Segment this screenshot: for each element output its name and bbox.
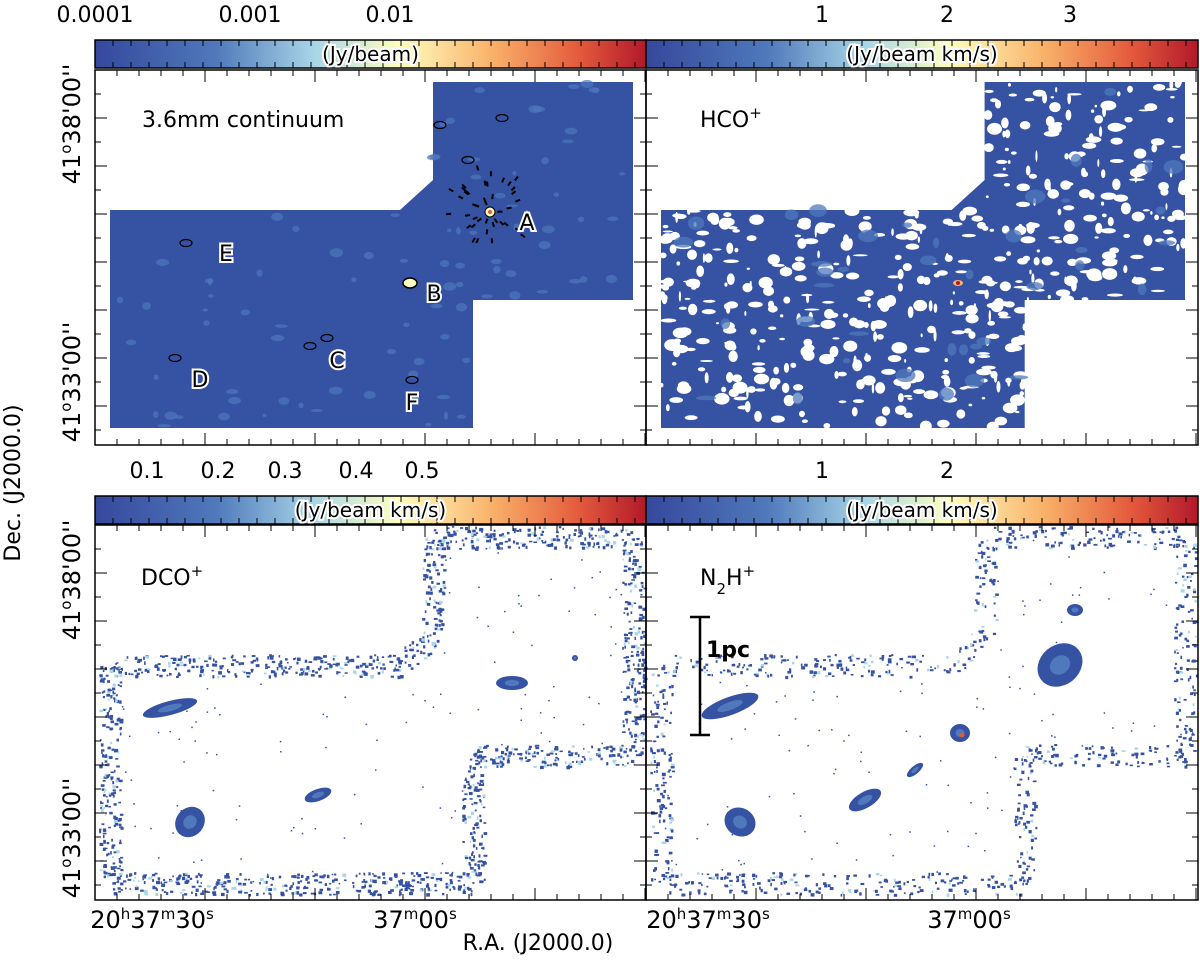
colorbar-title: (Jy/beam km/s) xyxy=(846,498,997,522)
colorbar-tick-label: 0.4 xyxy=(339,459,374,484)
source-label-f: F xyxy=(406,391,419,416)
x-axis-label: R.A. (J2000.0) xyxy=(463,931,614,956)
colorbar-tick-label: 0.001 xyxy=(219,3,282,28)
n2h-peak xyxy=(960,733,965,738)
dec-tick-label: 41o33'00'' xyxy=(57,778,86,899)
scale-bar-label: 1pc xyxy=(706,638,750,663)
colorbar-tick-label: 1 xyxy=(815,3,829,28)
colorbar-tick-label: 2 xyxy=(940,459,954,484)
ra-tick-label: 20h37m30s xyxy=(646,905,770,934)
colorbar-tick-label: 2 xyxy=(940,3,954,28)
colorbar-title: (Jy/beam) xyxy=(322,42,419,66)
colorbar-tick-label: 1 xyxy=(815,459,829,484)
ra-tick-label: 37m00s xyxy=(373,905,457,934)
dec-tick-label: 41o38'00'' xyxy=(57,64,86,185)
colorbar-tick-label: 0.2 xyxy=(201,459,236,484)
source-label-b: B xyxy=(426,282,441,307)
ra-tick-label: 37m00s xyxy=(927,905,1011,934)
panel-label-continuum: 3.6mm continuum xyxy=(142,108,344,133)
colorbar-tick-label: 0.5 xyxy=(405,459,440,484)
source-label-d: D xyxy=(192,368,209,393)
colorbar-tick-label: 0.3 xyxy=(268,459,303,484)
panel-label-dco: DCO+ xyxy=(141,562,203,591)
colorbar-tick-label: 3 xyxy=(1063,3,1077,28)
panel-label-n2h: N2H+ xyxy=(700,562,755,598)
colorbar-tick-label: 0.0001 xyxy=(57,3,134,28)
panel-label-hco: HCO+ xyxy=(700,104,762,133)
source-label-c: C xyxy=(329,349,344,374)
ra-tick-label: 20h37m30s xyxy=(90,905,214,934)
dec-tick-label: 41o33'00'' xyxy=(57,322,86,443)
source-label-e: E xyxy=(219,242,233,267)
dec-tick-label: 41o38'00'' xyxy=(57,520,86,641)
source-label-a: A xyxy=(519,211,534,236)
colorbar-title: (Jy/beam km/s) xyxy=(295,498,446,522)
colorbar-title: (Jy/beam km/s) xyxy=(846,42,997,66)
source-b-peak xyxy=(403,278,417,288)
y-axis-label: Dec. (J2000.0) xyxy=(1,404,26,561)
colorbar-tick-label: 0.1 xyxy=(130,459,165,484)
colorbar-tick-label: 0.01 xyxy=(366,3,415,28)
